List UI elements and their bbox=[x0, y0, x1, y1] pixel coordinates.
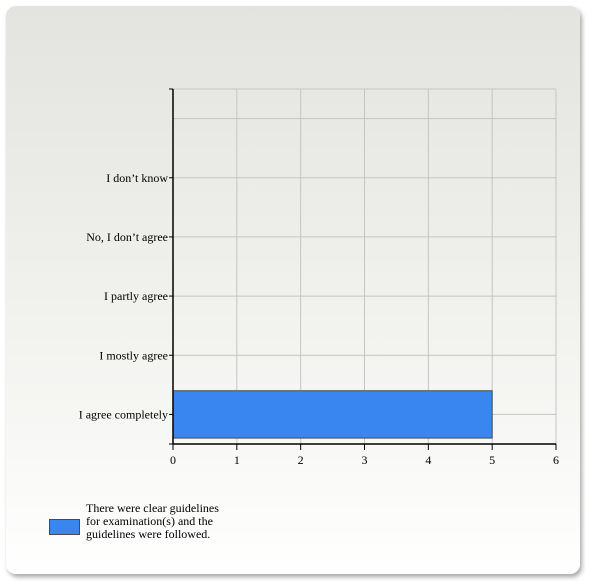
legend-swatch bbox=[49, 519, 80, 535]
axes bbox=[169, 88, 557, 450]
y-tick-label: I partly agree bbox=[104, 289, 168, 303]
y-tick-label: I don’t know bbox=[106, 171, 168, 185]
x-tick-label: 4 bbox=[425, 453, 431, 467]
legend-line: There were clear guidelines bbox=[86, 501, 219, 515]
chart-panel bbox=[6, 6, 580, 574]
y-tick-label: I mostly agree bbox=[99, 348, 168, 362]
grid bbox=[173, 88, 557, 444]
legend-label: There were clear guidelines for examinat… bbox=[86, 502, 286, 541]
bar-i-agree-completely bbox=[172, 390, 493, 439]
x-tick-label: 3 bbox=[362, 453, 368, 467]
y-tick-label: I agree completely bbox=[79, 407, 168, 421]
legend-line: for examination(s) and the bbox=[86, 514, 213, 528]
tick-labels: 0 1 2 3 4 5 6 I agree completely I mostly agree I… bbox=[79, 171, 559, 467]
y-tick-label: No, I don’t agree bbox=[86, 230, 168, 244]
legend: There were clear guidelines for examinat… bbox=[49, 502, 279, 554]
x-tick-label: 6 bbox=[553, 453, 559, 467]
x-tick-label: 2 bbox=[298, 453, 304, 467]
legend-line: guidelines were followed. bbox=[86, 527, 211, 541]
x-tick-label: 5 bbox=[489, 453, 495, 467]
x-tick-label: 1 bbox=[234, 453, 240, 467]
bars bbox=[172, 390, 493, 439]
x-tick-label: 0 bbox=[170, 453, 176, 467]
